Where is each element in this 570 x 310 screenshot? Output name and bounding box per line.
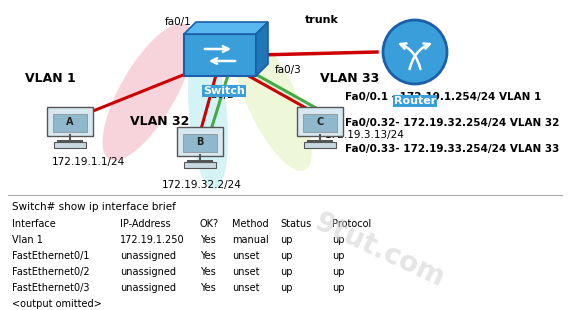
Text: B: B: [196, 137, 203, 147]
Text: Switch: Switch: [203, 86, 245, 96]
FancyBboxPatch shape: [53, 114, 87, 132]
Text: up: up: [280, 251, 292, 261]
Text: fa0/3: fa0/3: [275, 65, 302, 75]
Text: up: up: [280, 267, 292, 277]
Text: Switch# show ip interface brief: Switch# show ip interface brief: [12, 202, 176, 212]
Text: unassigned: unassigned: [120, 283, 176, 293]
Text: Yes: Yes: [200, 283, 216, 293]
FancyBboxPatch shape: [47, 107, 93, 136]
Text: VLAN 1: VLAN 1: [25, 72, 76, 85]
FancyBboxPatch shape: [54, 142, 86, 148]
Text: unset: unset: [232, 283, 259, 293]
Text: Yes: Yes: [200, 251, 216, 261]
Text: up: up: [332, 235, 344, 245]
Text: 172.19.3.13/24: 172.19.3.13/24: [325, 130, 405, 140]
Text: 9tut.com: 9tut.com: [310, 208, 450, 292]
Polygon shape: [184, 22, 268, 34]
Text: Vlan 1: Vlan 1: [12, 235, 43, 245]
FancyBboxPatch shape: [304, 142, 336, 148]
Text: Status: Status: [280, 219, 311, 229]
Text: up: up: [332, 251, 344, 261]
Text: Protocol: Protocol: [332, 219, 371, 229]
FancyBboxPatch shape: [177, 126, 223, 156]
Text: unassigned: unassigned: [120, 267, 176, 277]
Text: IP-Address: IP-Address: [120, 219, 170, 229]
Text: up: up: [280, 283, 292, 293]
Text: 172.19.1.250: 172.19.1.250: [120, 235, 185, 245]
Text: fa0/1: fa0/1: [165, 17, 192, 27]
Text: trunk: trunk: [305, 15, 339, 25]
Text: fa0/2: fa0/2: [208, 90, 235, 100]
Text: up: up: [332, 283, 344, 293]
Text: Interface: Interface: [12, 219, 56, 229]
FancyBboxPatch shape: [183, 134, 217, 152]
Text: FastEthernet0/3: FastEthernet0/3: [12, 283, 89, 293]
Text: manual: manual: [232, 235, 268, 245]
Ellipse shape: [103, 24, 193, 161]
Ellipse shape: [188, 40, 228, 190]
Text: up: up: [280, 235, 292, 245]
Ellipse shape: [232, 29, 312, 171]
Text: unassigned: unassigned: [120, 251, 176, 261]
Text: FastEthernet0/1: FastEthernet0/1: [12, 251, 89, 261]
Text: unset: unset: [232, 267, 259, 277]
Text: up: up: [332, 267, 344, 277]
Circle shape: [383, 20, 447, 84]
Text: FastEthernet0/2: FastEthernet0/2: [12, 267, 89, 277]
Text: 172.19.32.2/24: 172.19.32.2/24: [162, 180, 242, 190]
FancyBboxPatch shape: [297, 107, 343, 136]
Text: <output omitted>: <output omitted>: [12, 299, 102, 309]
FancyBboxPatch shape: [184, 162, 216, 168]
Text: C: C: [316, 117, 324, 127]
FancyBboxPatch shape: [184, 34, 256, 76]
Text: VLAN 33: VLAN 33: [320, 72, 379, 85]
Text: Yes: Yes: [200, 267, 216, 277]
Text: Router: Router: [394, 96, 436, 106]
Text: unset: unset: [232, 251, 259, 261]
Text: OK?: OK?: [200, 219, 219, 229]
Text: Fa0/0.32- 172.19.32.254/24 VLAN 32: Fa0/0.32- 172.19.32.254/24 VLAN 32: [345, 118, 559, 128]
Text: A: A: [66, 117, 74, 127]
Text: Fa0/0.33- 172.19.33.254/24 VLAN 33: Fa0/0.33- 172.19.33.254/24 VLAN 33: [345, 144, 559, 154]
FancyBboxPatch shape: [303, 114, 337, 132]
Text: Yes: Yes: [200, 235, 216, 245]
Text: 172.19.1.1/24: 172.19.1.1/24: [52, 157, 125, 167]
Text: Fa0/0.1 - 172.19.1.254/24 VLAN 1: Fa0/0.1 - 172.19.1.254/24 VLAN 1: [345, 92, 542, 102]
Text: Method: Method: [232, 219, 268, 229]
Polygon shape: [256, 22, 268, 76]
Text: VLAN 32: VLAN 32: [130, 115, 189, 128]
